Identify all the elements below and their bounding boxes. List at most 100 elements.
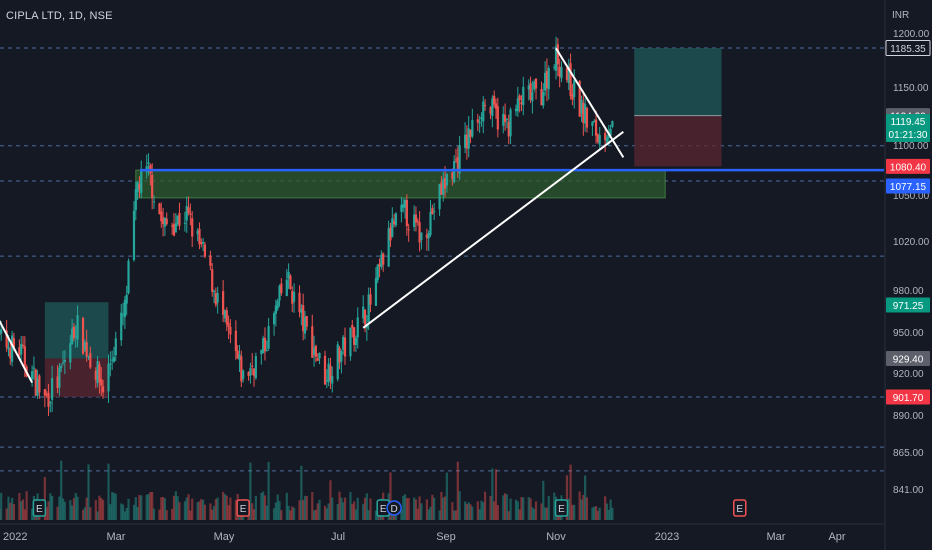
volume-bar (416, 508, 419, 520)
candle (112, 356, 116, 362)
volume-bar (158, 509, 161, 520)
candle (120, 312, 123, 341)
volume-bar (43, 477, 46, 520)
volume-bar (598, 507, 601, 520)
volume-bar (329, 480, 332, 520)
volume-bar (171, 508, 174, 520)
candle (374, 277, 378, 306)
trendline (362, 131, 624, 329)
volume-bar (503, 493, 507, 520)
trendline (555, 47, 625, 158)
price-label-box (885, 40, 931, 56)
volume-bar (469, 504, 472, 520)
volume-bar (338, 491, 341, 520)
volume-bar (491, 468, 494, 520)
candle (340, 351, 343, 362)
candle (94, 370, 97, 380)
candle (160, 211, 163, 222)
candle (121, 314, 125, 316)
candle (260, 349, 263, 355)
candle (483, 105, 487, 107)
candle (402, 204, 405, 208)
price-label-box (886, 297, 930, 313)
volume-bar (178, 502, 181, 520)
candle (51, 378, 54, 400)
volume-bar (25, 491, 28, 520)
volume-bar (212, 505, 216, 520)
volume-bar (272, 508, 276, 520)
candle (571, 94, 574, 100)
candle (18, 347, 21, 356)
y-tick-label: 1100.00 (893, 141, 929, 152)
candle (316, 358, 319, 361)
candle (565, 68, 569, 80)
volume-bar (609, 499, 612, 520)
candle (71, 328, 74, 345)
volume-bar (611, 507, 614, 520)
volume-bar (203, 504, 207, 520)
candle (353, 327, 356, 345)
volume-bar (229, 497, 232, 520)
candle (132, 210, 136, 261)
candle (125, 294, 128, 304)
candle (58, 367, 61, 388)
volume-bar (573, 504, 576, 520)
volume-bar (7, 496, 10, 520)
candle (43, 389, 46, 396)
candle (158, 203, 161, 214)
candle (331, 375, 334, 384)
event-marker-label: E (36, 504, 43, 515)
volume-bar (522, 497, 525, 520)
candle (503, 114, 507, 122)
candle (456, 157, 459, 171)
volume-bar (161, 496, 165, 520)
volume-bar (327, 503, 330, 520)
volume-bar (96, 511, 99, 520)
volume-bar (458, 491, 461, 520)
candle (494, 103, 498, 109)
candle (496, 106, 499, 130)
candle (196, 230, 199, 235)
candle (178, 212, 181, 226)
volume-bar (607, 509, 610, 520)
volume-bar (516, 501, 519, 520)
candle (593, 121, 596, 123)
candle (265, 350, 268, 352)
price-label-text: 929.40 (893, 354, 924, 365)
volume-bar (100, 497, 103, 520)
volume-bar (505, 494, 509, 520)
y-tick-label: 865.00 (893, 448, 924, 459)
candle (229, 326, 232, 335)
volume-bar (211, 509, 214, 520)
volume-bar (83, 507, 86, 520)
volume-bar (349, 491, 352, 520)
volume-bar (291, 506, 294, 520)
currency-label: INR (892, 10, 910, 21)
volume-bar (234, 499, 237, 520)
candle (9, 348, 12, 359)
volume-bar (427, 509, 430, 520)
candle (61, 362, 65, 364)
volume-bar (467, 502, 470, 520)
candle (547, 67, 550, 90)
volume-bar (502, 495, 505, 520)
volume-bar (325, 508, 328, 520)
volume-bar (225, 495, 228, 520)
candle (327, 363, 330, 383)
candle (74, 335, 77, 337)
candle (140, 169, 143, 194)
candle (109, 363, 112, 365)
candle (493, 95, 496, 105)
candle (578, 80, 581, 117)
volume-bar (369, 498, 372, 520)
candle (393, 221, 396, 225)
volume-bar (453, 510, 456, 520)
volume-bar (507, 511, 510, 520)
volume-bar (314, 509, 317, 520)
event-marker-label: E (736, 504, 743, 515)
event-marker-earnings (32, 499, 47, 517)
volume-bar (200, 498, 203, 520)
candle (38, 375, 41, 393)
volume-bar (520, 497, 523, 520)
